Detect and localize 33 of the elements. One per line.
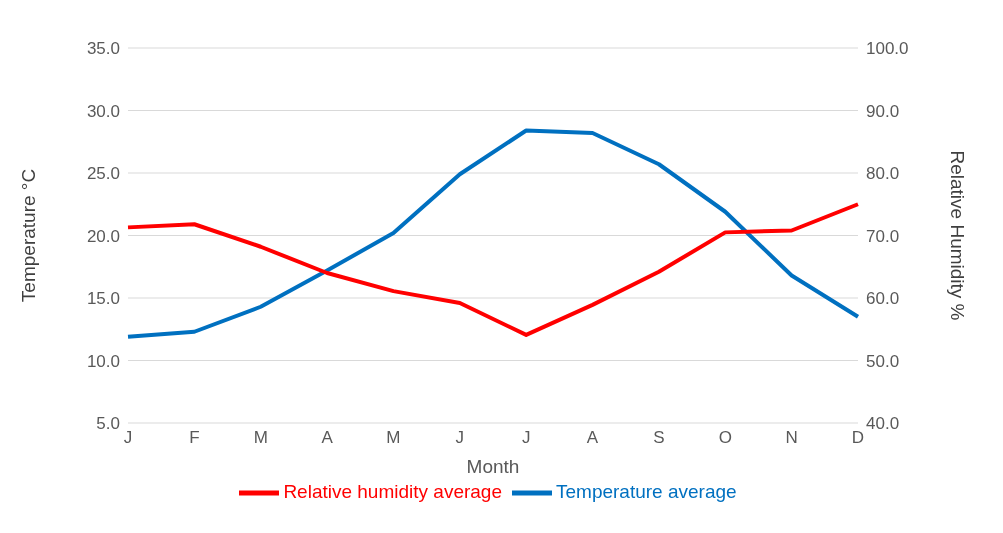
- x-tick-label: J: [521, 428, 531, 448]
- y-axis-title: Temperature °C: [17, 168, 39, 303]
- x-tick-label: S: [653, 428, 665, 448]
- line-series: [126, 202, 860, 337]
- y2-axis-title: Relative Humidity %: [947, 150, 969, 321]
- x-tick-label: A: [586, 428, 599, 448]
- y-tick-label: 15.0: [86, 289, 120, 309]
- y-tick-label: 35.0: [86, 39, 120, 59]
- x-tick-label: J: [123, 428, 133, 448]
- line-series: [126, 128, 860, 339]
- x-tick-label: O: [718, 428, 732, 448]
- y2-tick-label: 100.0: [866, 39, 909, 59]
- x-tick-label: A: [321, 428, 334, 448]
- x-tick-label: M: [253, 428, 268, 448]
- x-tick-label: J: [455, 428, 465, 448]
- y-tick-label: 10.0: [86, 351, 120, 371]
- legend-label: Relative humidity average: [283, 481, 502, 503]
- y2-tick-label: 60.0: [866, 289, 900, 309]
- y-tick-label: 25.0: [86, 164, 120, 184]
- x-tick-label: D: [851, 428, 865, 448]
- y-tick-label: 20.0: [86, 226, 120, 246]
- y2-tick-label: 40.0: [866, 414, 900, 434]
- legend-label: Temperature average: [556, 481, 737, 503]
- x-tick-label: N: [785, 428, 798, 448]
- y2-tick-label: 70.0: [866, 226, 900, 246]
- y-tick-label: 30.0: [86, 101, 120, 121]
- y-tick-label: 5.0: [96, 414, 120, 434]
- y2-tick-label: 50.0: [866, 351, 900, 371]
- y2-tick-label: 90.0: [866, 101, 900, 121]
- x-tick-label: F: [189, 428, 200, 448]
- x-axis-title: Month: [466, 456, 520, 477]
- x-tick-label: M: [386, 428, 401, 448]
- y2-tick-label: 80.0: [866, 164, 900, 184]
